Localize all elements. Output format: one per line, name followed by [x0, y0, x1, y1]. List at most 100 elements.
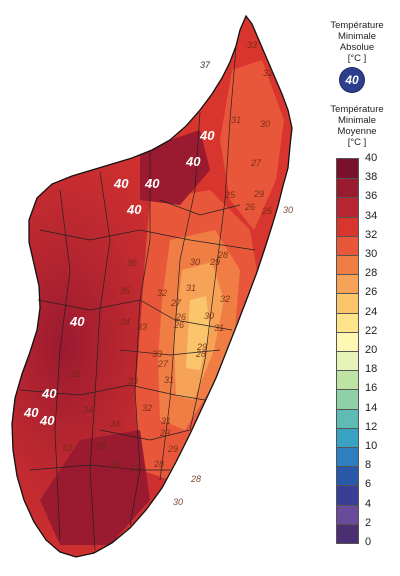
- boundary-line: [89, 171, 111, 551]
- colorbar-tick-34: 34: [365, 209, 378, 222]
- mean-temperature-label: 25: [261, 206, 273, 216]
- south-hot-zone: [40, 430, 150, 545]
- mean-temperature-label: 34: [83, 405, 93, 415]
- absolute-title-line-4: [°C ]: [347, 53, 367, 64]
- mean-temperature-label: 33: [62, 443, 72, 453]
- colorbar-band: [337, 312, 358, 332]
- northwest-hot-zone: [140, 130, 210, 205]
- mean-temperature-label: 34: [110, 419, 120, 429]
- colorbar-band: [337, 274, 358, 294]
- boundary-line: [19, 384, 206, 401]
- absolute-title-line-3: Absolue: [339, 42, 375, 53]
- mean-temperature-label: 29: [253, 189, 264, 199]
- mean-temperature-label: 35: [96, 441, 107, 451]
- mean-temperature-label: 26: [244, 202, 255, 212]
- mean-temperature-label: 28: [190, 474, 201, 484]
- colorbar-tick-32: 32: [365, 228, 378, 241]
- mean-temperature-label: 31: [186, 283, 196, 293]
- colorbar-band: [337, 178, 358, 198]
- island-outline: [11, 14, 293, 558]
- colorbar-band: [337, 485, 358, 505]
- absolute-title-line-2: Minimale: [337, 31, 376, 42]
- mean-temperature-label: 33: [128, 376, 138, 386]
- boundary-line: [159, 199, 241, 216]
- absolute-temperature-label: 40: [126, 202, 142, 217]
- northeast-zone: [220, 60, 284, 230]
- absolute-legend-title: Température Minimale Absolue [°C ]: [316, 20, 398, 64]
- absolute-title-line-1: Température: [330, 20, 384, 31]
- colorbar-band: [337, 427, 358, 447]
- colorbar-tick-14: 14: [365, 401, 378, 414]
- mean-legend-title: Température Minimale Moyenne [°C ]: [316, 104, 398, 148]
- boundary-line: [99, 429, 191, 441]
- mean-temperature-label: 29: [167, 444, 178, 454]
- temperature-colorbar: [336, 158, 359, 544]
- mean-temperature-label: 33: [247, 40, 257, 50]
- absolute-temperature-label: 40: [39, 413, 55, 428]
- mean-title-line-1: Température: [330, 104, 384, 115]
- mean-temperature-label: 27: [250, 158, 262, 168]
- mean-temperature-label: 28: [195, 349, 206, 359]
- mean-temperature-label: 28: [153, 459, 164, 469]
- colorbar-tick-40: 40: [365, 152, 378, 164]
- absolute-temperature-label: 40: [185, 154, 201, 169]
- absolute-temperature-label: 40: [113, 176, 129, 191]
- absolute-temperature-badge: 40: [340, 68, 364, 92]
- colorbar-band: [337, 197, 358, 217]
- colorbar-band: [337, 370, 358, 390]
- boundary-line: [129, 150, 151, 526]
- mean-temperature-label: 34: [120, 317, 130, 327]
- mean-temperature-label: 33: [137, 322, 147, 332]
- colorbar-tick-10: 10: [365, 440, 378, 452]
- mean-temperature-label: 29: [209, 257, 220, 267]
- mean-temperature-label: 32: [220, 294, 230, 304]
- mean-temperature-label: 25: [224, 190, 236, 200]
- colorbar-tick-30: 30: [365, 248, 378, 260]
- mean-temperature-label: 30: [190, 257, 200, 267]
- colorbar-tick-20: 20: [365, 344, 378, 356]
- mean-temperature-label: 36: [127, 258, 137, 268]
- mean-temperature-label: 29: [159, 428, 170, 438]
- colorbar-band: [337, 216, 358, 236]
- absolute-temperature-label: 40: [23, 405, 39, 420]
- colorbar-tick-0: 0: [365, 536, 372, 548]
- absolute-temperature-label: 40: [41, 386, 57, 401]
- mean-temperature-label: 30: [173, 497, 183, 507]
- mean-temperature-label: 26: [173, 320, 184, 330]
- mean-temperature-label: 26: [175, 312, 186, 322]
- colorbar-tick-6: 6: [365, 478, 372, 491]
- colorbar-tick-4: 4: [365, 497, 372, 510]
- colorbar-band: [337, 235, 358, 255]
- colorbar-band: [337, 331, 358, 351]
- mean-temperature-label: 35: [120, 286, 131, 296]
- absolute-temperature-label: 37: [200, 60, 211, 70]
- absolute-temperature-label: 40: [199, 128, 215, 143]
- mean-temperature-label: 32: [142, 403, 152, 413]
- colorbar-tick-2: 2: [365, 516, 372, 529]
- colorbar-band: [337, 293, 358, 313]
- mean-temperature-label: 30: [204, 311, 214, 321]
- mean-temperature-label: 31: [164, 375, 174, 385]
- mean-temperature-label: 32: [70, 369, 80, 379]
- colorbar-band: [337, 466, 358, 486]
- colorbar-tick-38: 38: [365, 171, 378, 184]
- mean-temperature-label: 27: [157, 359, 169, 369]
- mean-temperature-label: 27: [170, 298, 182, 308]
- colorbar-tick-18: 18: [365, 363, 378, 376]
- mean-temperature-label: 30: [260, 119, 270, 129]
- colorbar-band: [337, 159, 358, 179]
- colorbar-tick-22: 22: [365, 324, 378, 337]
- mean-temperature-label: 28: [217, 250, 228, 260]
- colorbar-band: [337, 255, 358, 275]
- colorbar-tick-36: 36: [365, 190, 378, 203]
- colorbar-band: [337, 447, 358, 467]
- mean-title-line-2: Minimale: [337, 115, 376, 126]
- colorbar-tick-16: 16: [365, 382, 378, 395]
- mean-temperature-label: 31: [231, 115, 241, 125]
- mean-temperature-label: 30: [283, 205, 293, 215]
- absolute-temperature-label: 40: [69, 314, 85, 329]
- mean-temperature-label: 31: [161, 416, 171, 426]
- district-boundaries: [19, 47, 256, 551]
